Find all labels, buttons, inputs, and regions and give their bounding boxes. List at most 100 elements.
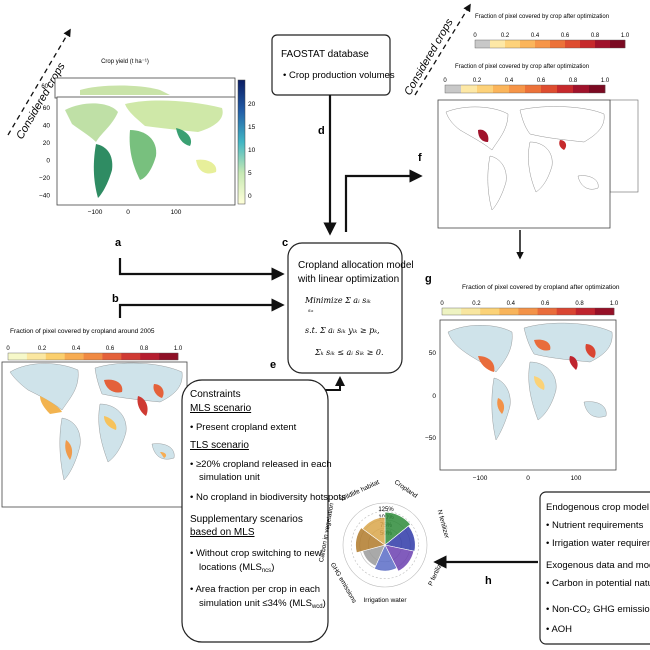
- map-a-yticks: 60 40 20 0 −20 −40: [39, 105, 50, 200]
- map-f-title-back: Fraction of pixel covered by crop after …: [475, 14, 609, 20]
- map-f-colorbar-ticks-back: 0 0.2 0.4 0.6 0.8 1.0: [473, 33, 630, 39]
- map-a-colorbar: [237, 79, 246, 205]
- radial-wedge-wildlife-habitat: [362, 516, 386, 546]
- map-b-colorbar: [7, 352, 179, 361]
- map-a-south-america: [93, 144, 113, 198]
- map-a-title: Crop yield (t ha⁻¹): [101, 59, 149, 65]
- map-f-colorbar-back-swatch: [535, 40, 551, 48]
- map-g-xtick-label: 0: [526, 475, 530, 482]
- map-g-colorbar: [441, 307, 615, 316]
- exo-title: Exogenous data and models: [546, 560, 650, 571]
- map-f-colorbar-front-swatch: [589, 85, 606, 93]
- arrow-e-to-c: [325, 376, 345, 391]
- radial-axis-label: Irrigation water: [364, 597, 408, 604]
- map-a-ytick-label: −20: [39, 175, 50, 182]
- endo-item2: • Irrigation water requirement: [546, 538, 650, 549]
- map-g-colorbar-tick-label: 0.8: [575, 301, 584, 307]
- map-f-colorbar-back-swatch: [505, 40, 521, 48]
- map-g-colorbar-tick-label: 0: [440, 301, 444, 307]
- model-equation-objective-sub: sᵢₖ: [308, 308, 314, 314]
- map-g-colorbar-swatch: [442, 308, 462, 315]
- radial-axis-label: GHG emissions: [329, 562, 358, 606]
- model-equation-constraint1: s.t. Σ aᵢ sᵢₖ yᵢₖ ≥ pₖ,: [305, 326, 380, 335]
- exo-item1: • Carbon in potential natural v: [546, 578, 650, 589]
- map-f-colorbar-back-swatch: [580, 40, 596, 48]
- map-b-colorbar-tick-label: 0: [6, 346, 10, 352]
- map-a-ytick-label: −40: [39, 193, 50, 200]
- map-g-xticks: −100 0 100: [473, 475, 582, 482]
- map-f-colorbar-front-tick-label: 0.4: [505, 78, 514, 84]
- map-b-china-cropland: [153, 384, 164, 398]
- map-b-colorbar-tick-label: 0.8: [140, 346, 149, 352]
- map-a-xtick-label: 100: [171, 209, 182, 216]
- map-f-colorbar-back-swatch: [565, 40, 581, 48]
- label-d: d: [318, 125, 325, 137]
- map-f-africa: [528, 141, 553, 193]
- map-g-china-cropland: [585, 344, 596, 358]
- constraints-box: [181, 379, 329, 643]
- map-b-north-america: [9, 363, 79, 411]
- model-box: [287, 242, 403, 374]
- map-b-colorbar-swatch: [140, 353, 160, 360]
- map-a-north-america: [65, 103, 118, 142]
- map-g-colorbar-swatch: [594, 308, 615, 315]
- map-g-colorbar-swatch: [480, 308, 500, 315]
- map-f-colorbar-back: [474, 39, 626, 49]
- label-c: c: [282, 237, 288, 249]
- map-b-colorbar-outline: [7, 352, 179, 361]
- radial-wedge-cropland: [384, 511, 411, 546]
- map-a-xticks: −100 0 100: [88, 209, 182, 216]
- map-a-colorbar-tick-label: 5: [248, 170, 252, 177]
- map-f-title-front: Fraction of pixel covered by crop after …: [455, 64, 589, 70]
- map-f-colorbar-back-tick-label: 1.0: [621, 33, 630, 39]
- map-a-xtick-label: 0: [126, 209, 130, 216]
- map-f-colorbar-front-outline: [444, 84, 606, 94]
- map-b-colorbar-swatch: [121, 353, 141, 360]
- map-b-colorbar-swatch: [102, 353, 122, 360]
- map-g-colorbar-tick-label: 1.0: [610, 301, 619, 307]
- faostat-item: • Crop production volumes: [283, 70, 395, 81]
- map-f-colorbar-back-swatch: [520, 40, 536, 48]
- tls-item2: • No cropland in biodiversity hotspots: [190, 492, 346, 503]
- map-f-colorbar-back-tick-label: 0.6: [561, 33, 570, 39]
- map-f-colorbar-front-swatch: [509, 85, 526, 93]
- map-f-colorbar-back-tick-label: 0: [473, 33, 477, 39]
- radial-wedge-carbon-in-vegetation: [355, 527, 386, 553]
- map-g-colorbar-swatch: [537, 308, 557, 315]
- mls-item: • Present cropland extent: [190, 422, 297, 433]
- map-a-colorbar-ticks: 20 15 10 5 0: [248, 101, 256, 200]
- map-a-ytick-label: 60: [43, 105, 51, 112]
- map-b-title: Fraction of pixel covered by cropland ar…: [10, 328, 155, 335]
- map-f-colorbar-back-tick-label: 0.2: [501, 33, 510, 39]
- supp-item1-line1: • Without crop switching to new: [190, 548, 322, 559]
- map-b-colorbar-tick-label: 0.2: [38, 346, 47, 352]
- radial-wedge-p-fertilizer: [384, 544, 415, 572]
- map-f-colorbar-front-swatch: [461, 85, 478, 93]
- map-g-colorbar-swatch: [575, 308, 596, 315]
- map-b-colorbar-swatch: [8, 353, 28, 360]
- map-f-colorbar-back-swatch: [550, 40, 566, 48]
- tls-heading: TLS scenario: [190, 440, 249, 451]
- tls-item1-line2: simulation unit: [199, 472, 260, 483]
- map-a-ytick-label: 0: [46, 158, 50, 165]
- map-g-colorbar-tick-label: 0.4: [507, 301, 516, 307]
- supp-heading-line2: based on MLS: [190, 527, 255, 538]
- map-f-colorbar-back-outline: [474, 39, 626, 49]
- map-g-colorbar-swatch: [499, 308, 519, 315]
- radial-wedge-n-fertilizer: [384, 525, 416, 552]
- map-g-xtick-label: 100: [571, 475, 582, 482]
- map-f-colorbar-front-swatch: [445, 85, 462, 93]
- map-f-eurasia: [519, 106, 605, 143]
- map-b-colorbar-swatch: [45, 353, 65, 360]
- map-g-yticks: 50 0 −50: [425, 350, 436, 442]
- map-f-colorbar-front-swatch: [541, 85, 558, 93]
- map-g-sahel-cropland: [534, 376, 545, 390]
- map-b-colorbar-swatch: [26, 353, 47, 360]
- map-b-colorbar-ticks: 0 0.2 0.4 0.6 0.8 1.0: [6, 346, 183, 352]
- map-a-colorbar-tick-label: 20: [248, 101, 256, 108]
- supp-item2-line1: • Area fraction per crop in each: [190, 584, 320, 595]
- supp-heading-line1: Supplementary scenarios: [190, 514, 303, 525]
- label-f: f: [418, 152, 422, 164]
- map-g-brazil-cropland: [497, 398, 505, 414]
- map-a: 60 Crop yield (t ha⁻¹) 60 40 20 0 −20 −40 −10…: [39, 59, 256, 216]
